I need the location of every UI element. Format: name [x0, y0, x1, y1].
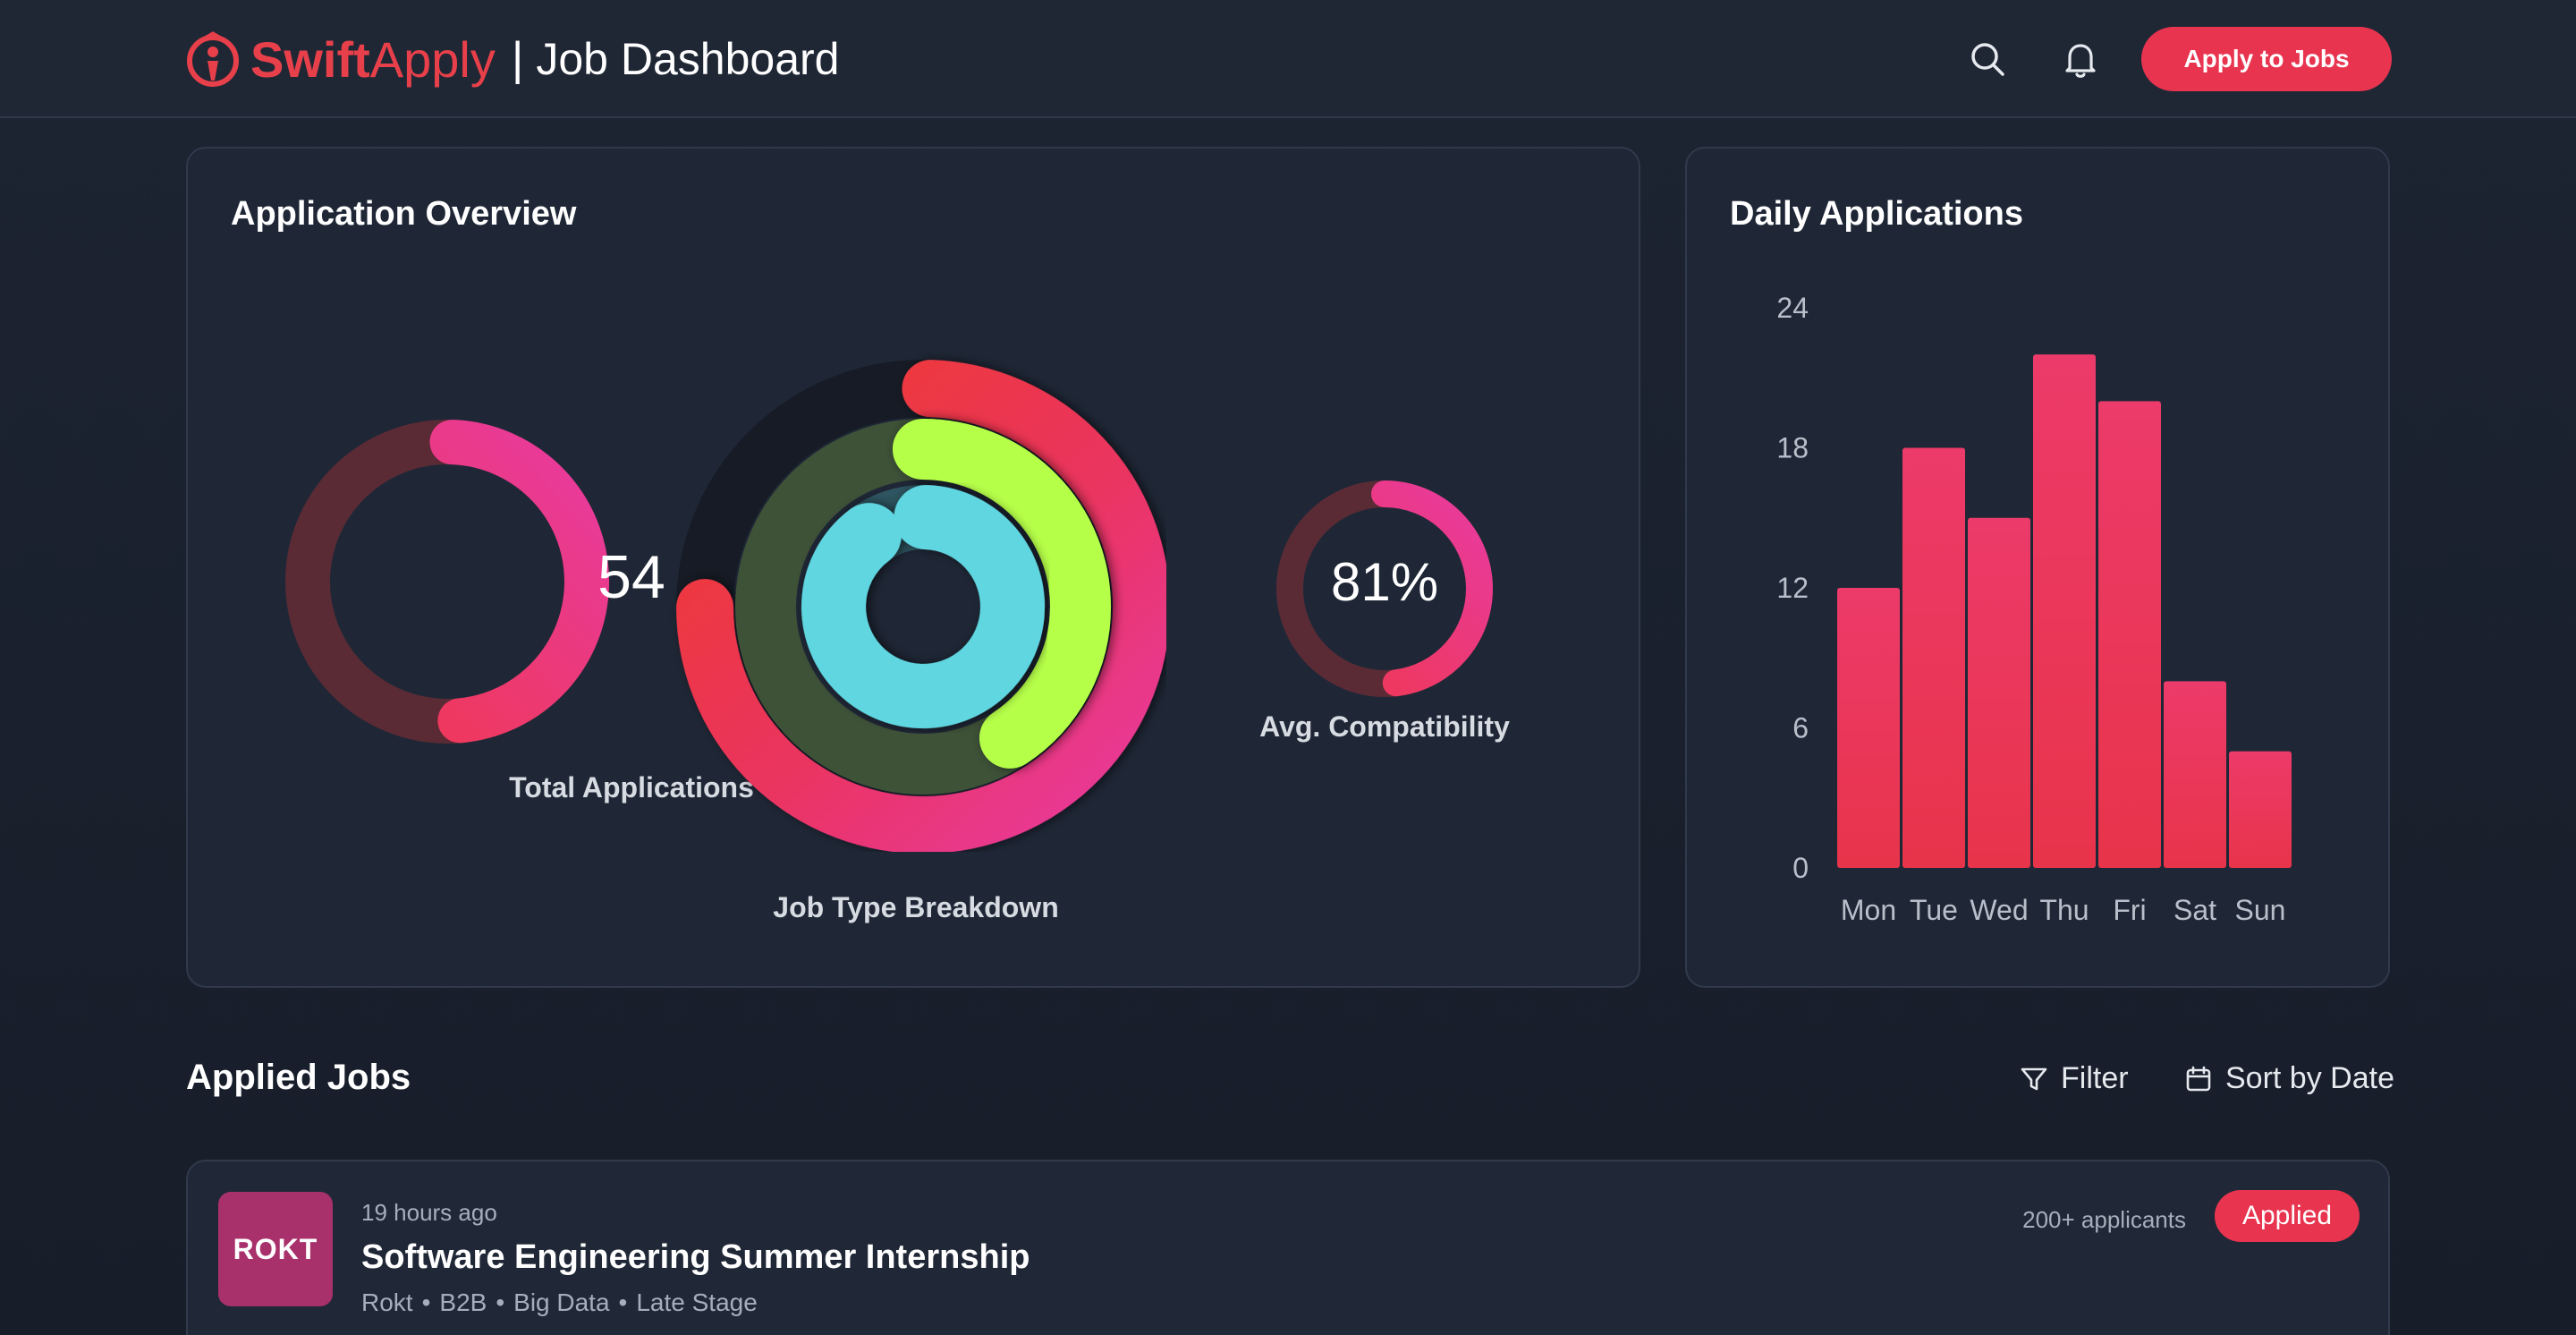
meta-separator: •: [496, 1288, 505, 1316]
apply-to-jobs-button[interactable]: Apply to Jobs: [2141, 27, 2392, 91]
job-card[interactable]: ROKT 19 hours ago Software Engineering S…: [186, 1160, 2390, 1335]
daily-applications-chart: 0 6 12 18 24 Mon Tue Wed Thu Fri Sat Sun: [1776, 292, 2292, 926]
y-tick-label: 24: [1776, 292, 1809, 324]
total-applications-label: Total Applications: [509, 771, 754, 804]
total-applications-ring: [285, 420, 609, 744]
total-applications-value: 54: [597, 543, 665, 611]
job-tag: Late Stage: [636, 1288, 758, 1316]
x-tick-label: Sun: [2235, 894, 2286, 926]
y-tick-label: 18: [1776, 432, 1809, 464]
company-logo: ROKT: [218, 1192, 333, 1306]
calendar-icon: [2186, 1066, 2211, 1091]
status-badge: Applied: [2215, 1190, 2360, 1242]
y-tick-label: 6: [1792, 712, 1809, 744]
brand-separator: |: [511, 33, 524, 85]
bell-icon[interactable]: [2059, 38, 2102, 81]
avg-compatibility-label: Avg. Compatibility: [1259, 710, 1510, 743]
overview-title: Application Overview: [231, 195, 577, 233]
job-company: Rokt: [361, 1288, 413, 1316]
page-title: Job Dashboard: [536, 34, 840, 84]
bar-tue: [1902, 447, 1965, 868]
y-tick-label: 0: [1792, 852, 1809, 884]
avg-compatibility-value: 81%: [1330, 552, 1439, 612]
applied-jobs-title: Applied Jobs: [186, 1058, 411, 1097]
x-tick-label: Mon: [1841, 894, 1896, 926]
meta-separator: •: [421, 1288, 431, 1316]
applicants-count: 200+ applicants: [2022, 1206, 2186, 1233]
job-title[interactable]: Software Engineering Summer Internship: [361, 1238, 1030, 1276]
x-tick-label: Fri: [2113, 894, 2146, 926]
top-bar: Swift Apply | Job Dashboard Apply to Job…: [0, 0, 2576, 118]
swiftapply-logo-icon: [187, 31, 239, 87]
job-type-breakdown-label: Job Type Breakdown: [773, 891, 1059, 923]
x-tick-label: Wed: [1970, 894, 2028, 926]
brand[interactable]: Swift Apply | Job Dashboard: [184, 27, 840, 91]
x-tick-label: Tue: [1910, 894, 1958, 926]
application-overview-card: Application Overview 54 Total Applicatio…: [186, 147, 1640, 988]
job-tag: B2B: [439, 1288, 487, 1316]
search-icon[interactable]: [1966, 38, 2009, 81]
job-posted-time: 19 hours ago: [361, 1199, 497, 1226]
filter-label: Filter: [2061, 1061, 2129, 1095]
daily-applications-title: Daily Applications: [1730, 195, 2023, 233]
daily-applications-card: Daily Applications 0 6 12 18 24 Mon Tue Wed Thu F…: [1685, 147, 2390, 988]
filter-button[interactable]: Filter: [2020, 1061, 2129, 1096]
bar-mon: [1837, 588, 1900, 868]
y-tick-label: 12: [1776, 572, 1809, 604]
job-type-breakdown-rings: [676, 359, 1166, 852]
job-tag: Big Data: [513, 1288, 610, 1316]
brand-name-swift: Swift: [250, 30, 370, 88]
bar-sat: [2164, 681, 2226, 868]
x-tick-label: Sat: [2174, 894, 2216, 926]
bar-fri: [2098, 401, 2161, 868]
x-tick-label: Thu: [2039, 894, 2089, 926]
bar-sun: [2229, 751, 2292, 868]
sort-by-date-label: Sort by Date: [2225, 1061, 2394, 1095]
job-meta: Rokt • B2B • Big Data • Late Stage: [361, 1288, 758, 1317]
brand-name-apply: Apply: [369, 30, 496, 88]
bar-wed: [1968, 517, 2030, 868]
bar-thu: [2033, 354, 2096, 868]
sort-by-date-button[interactable]: Sort by Date: [2184, 1061, 2394, 1096]
filter-icon: [2021, 1067, 2047, 1090]
meta-separator: •: [618, 1288, 628, 1316]
avg-compatibility-ring: [1276, 480, 1493, 697]
